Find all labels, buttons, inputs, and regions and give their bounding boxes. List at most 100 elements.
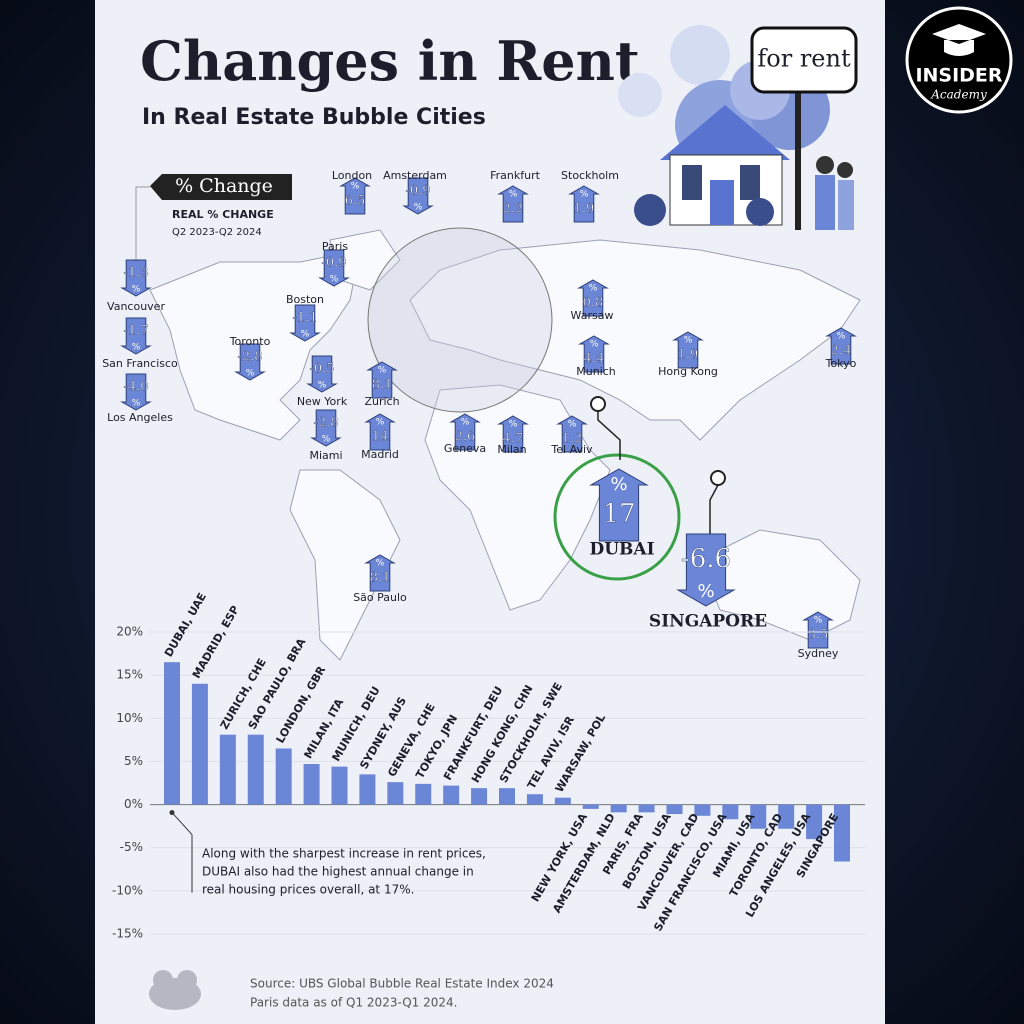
bar xyxy=(359,774,376,805)
map-city: Sydney xyxy=(798,647,839,660)
map-unit: % xyxy=(330,275,339,285)
map-value: -0.9 xyxy=(321,256,346,271)
map-arrow xyxy=(497,185,529,223)
legend-period: Q2 2023-Q2 2024 xyxy=(172,227,262,238)
legend-tag xyxy=(150,174,292,200)
dubai-pin xyxy=(590,396,606,412)
y-tick-label: 15% xyxy=(116,668,143,682)
map-unit: % xyxy=(568,420,577,430)
map-value: -0.9 xyxy=(405,184,430,199)
bar xyxy=(191,683,208,805)
bar xyxy=(722,804,739,820)
bar xyxy=(834,804,850,862)
brand-icon xyxy=(932,24,986,56)
map-arrow xyxy=(234,343,266,381)
annotation-leader xyxy=(171,812,193,835)
map-value: -1.7 xyxy=(123,324,148,339)
map-city: Boston xyxy=(286,293,324,306)
map-unit: % xyxy=(414,203,423,213)
y-tick-label: 0% xyxy=(124,797,143,811)
annotation-line: real housing prices overall, at 17%. xyxy=(202,883,414,897)
map-arrow xyxy=(449,413,481,451)
map-unit: % xyxy=(132,399,141,409)
bar xyxy=(610,804,627,813)
map-arrow xyxy=(589,468,649,542)
map-unit: % xyxy=(837,332,846,342)
map-value: 4.4 xyxy=(584,352,605,367)
map-unit: % xyxy=(301,330,310,340)
map-value: 4.7 xyxy=(503,432,524,447)
map-value: -1.1 xyxy=(292,311,317,326)
y-tick-label: 20% xyxy=(116,625,143,639)
map-unit: % xyxy=(322,435,331,445)
source-logo xyxy=(149,970,201,1010)
map-city: SINGAPORE xyxy=(649,612,767,632)
annotation-dot xyxy=(169,810,175,816)
map-value: 0.8 xyxy=(583,296,604,311)
brand-tagline: Academy xyxy=(930,88,987,102)
map-city: London xyxy=(332,169,372,182)
bar xyxy=(247,734,264,805)
map-city: São Paulo xyxy=(353,591,407,604)
map-arrow xyxy=(802,611,834,649)
map-unit: % xyxy=(509,190,518,200)
map-arrow xyxy=(568,185,600,223)
map-arrow xyxy=(120,259,152,297)
map-unit: % xyxy=(376,418,385,428)
map-arrow xyxy=(577,279,609,317)
map-arrow xyxy=(556,415,588,453)
map-arrow xyxy=(676,533,736,607)
map-arrow xyxy=(497,415,529,453)
map-value: 8.1 xyxy=(370,571,391,586)
map-unit: % xyxy=(376,559,385,569)
bar xyxy=(638,804,655,813)
house-illustration xyxy=(618,25,858,230)
europe-zoom xyxy=(367,227,553,413)
map-value: -1.3 xyxy=(123,266,148,281)
brand-name: INSIDER xyxy=(915,65,1002,87)
map-unit: % xyxy=(814,616,823,626)
bar xyxy=(666,804,683,815)
map-unit: % xyxy=(461,418,470,428)
bar xyxy=(164,662,180,805)
y-tick-label: 10% xyxy=(116,711,143,725)
map-arrow xyxy=(364,413,396,451)
map-city: Warsaw xyxy=(571,309,614,322)
bar xyxy=(554,797,571,805)
y-tick-label: 5% xyxy=(124,754,143,768)
map-city: Tel Aviv xyxy=(550,443,593,456)
map-city: Zurich xyxy=(364,395,399,408)
map-unit: % xyxy=(318,381,327,391)
map-value: 1.9 xyxy=(678,348,699,363)
y-tick-label: -15% xyxy=(112,927,143,941)
map-arrow xyxy=(310,409,342,447)
map-unit: % xyxy=(378,366,387,376)
map-value: 17 xyxy=(602,499,635,529)
map-value: -2.8 xyxy=(237,350,262,365)
map-value: 14 xyxy=(372,430,389,445)
map-unit: % xyxy=(697,581,714,602)
bar xyxy=(415,783,432,805)
bar xyxy=(526,794,543,805)
map-arrow xyxy=(318,249,350,287)
map-value: 3.5 xyxy=(808,628,829,643)
bar xyxy=(471,788,488,805)
map-unit: % xyxy=(580,190,589,200)
map-arrow xyxy=(364,554,396,592)
map-value: -6.6 xyxy=(681,544,731,574)
map-value: 8.1 xyxy=(372,378,393,393)
map-arrow xyxy=(289,304,321,342)
map-city: Amsterdam xyxy=(383,169,447,182)
map-city: Milan xyxy=(497,443,526,456)
annotation-line: DUBAI also had the highest annual change… xyxy=(202,865,474,879)
map-arrow xyxy=(672,331,704,369)
map-city: Frankfurt xyxy=(490,169,540,182)
bar xyxy=(806,804,823,840)
map-city: Vancouver xyxy=(107,300,165,313)
map-city: New York xyxy=(297,395,348,408)
bar xyxy=(499,788,515,805)
singapore-pin xyxy=(710,470,726,486)
map-city: Madrid xyxy=(361,448,399,461)
map-value: -2.8 xyxy=(313,416,338,431)
